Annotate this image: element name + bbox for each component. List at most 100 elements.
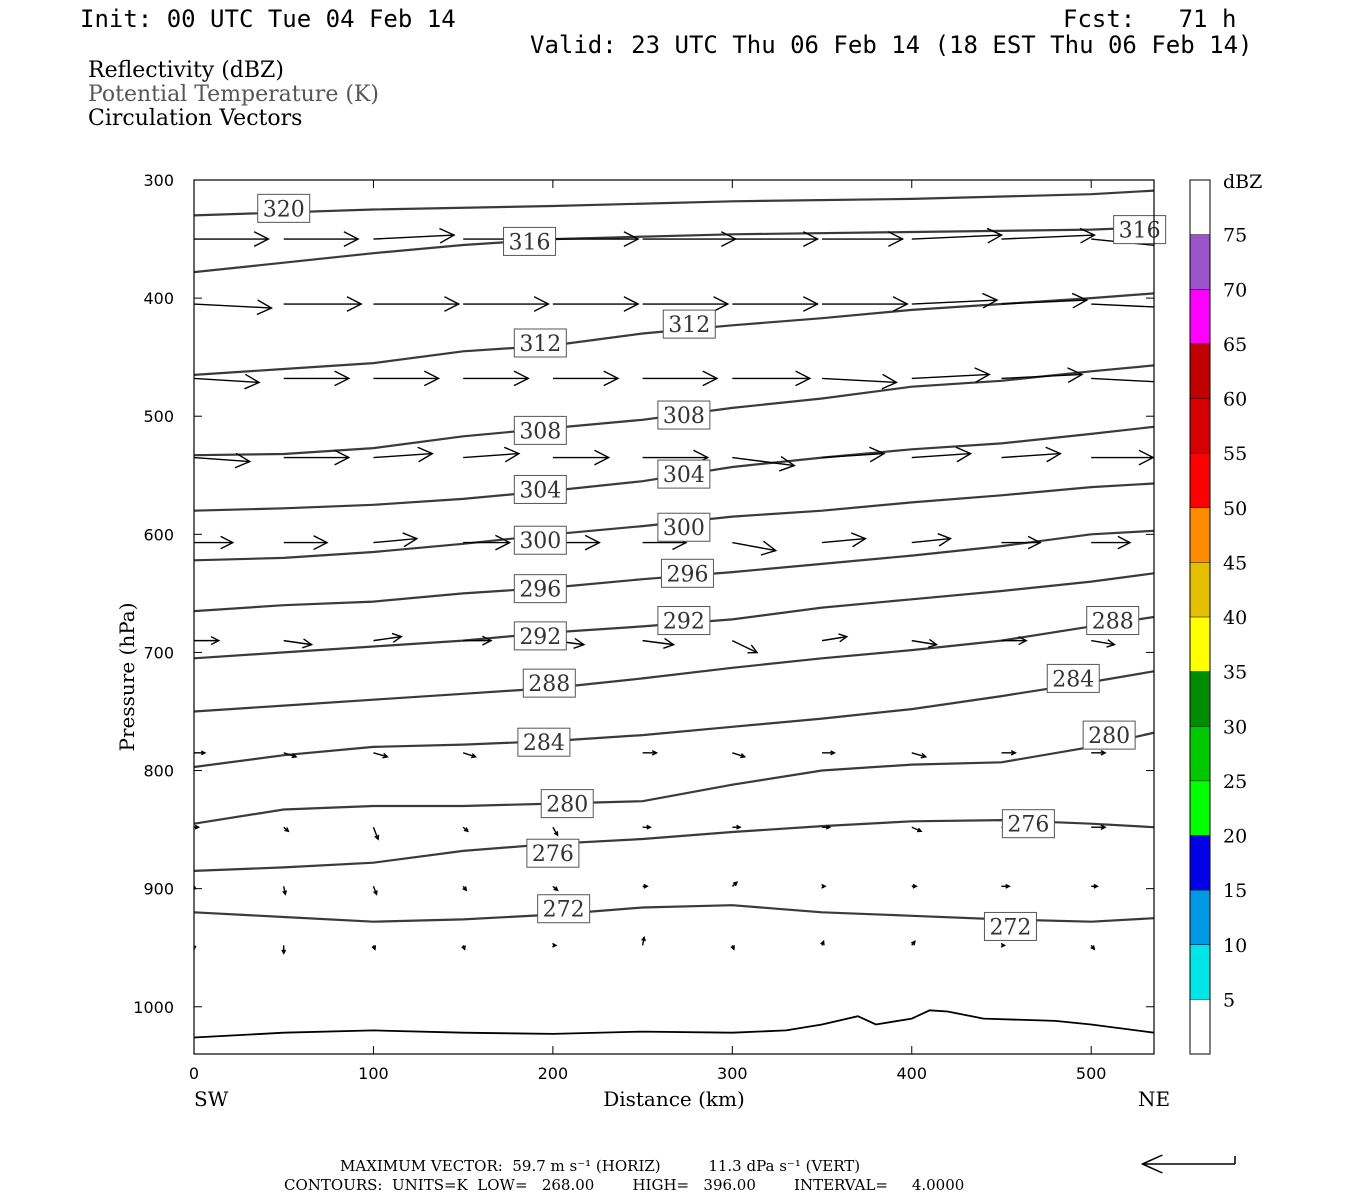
contour-label: 288 xyxy=(1092,610,1134,635)
contour-label: 276 xyxy=(532,842,574,867)
vector-arrow xyxy=(194,231,270,247)
vector-arrow xyxy=(910,940,916,946)
vector-arrow xyxy=(552,231,640,247)
vector-arrow xyxy=(820,939,825,946)
colorbar-label: 40 xyxy=(1223,607,1247,629)
vector-arrow xyxy=(1001,636,1028,646)
vector-arrow xyxy=(372,886,378,896)
vector-arrow xyxy=(463,296,550,312)
vector-arrow xyxy=(1001,749,1017,756)
contour-label: 312 xyxy=(519,332,561,357)
y-tick-label: 1000 xyxy=(133,998,174,1017)
vector-arrow xyxy=(911,292,999,309)
contour-label-box xyxy=(662,309,716,339)
vector-arrow xyxy=(552,370,620,387)
x-tick-label: 200 xyxy=(538,1064,569,1083)
contour-label-box xyxy=(657,459,711,489)
vector-arrow xyxy=(821,633,849,643)
colorbar-swatch xyxy=(1190,944,1210,1000)
vector-arrow xyxy=(283,449,351,466)
max-vector-info: MAXIMUM VECTOR: 59.7 m s⁻¹ (HORIZ) 11.3 … xyxy=(340,1157,861,1175)
contour-label-box xyxy=(657,606,711,636)
vector-arrow xyxy=(911,883,918,889)
vector-arrow xyxy=(373,532,419,548)
vector-arrow xyxy=(732,455,796,472)
vector-arrow xyxy=(1091,639,1116,648)
vector-arrow xyxy=(1001,446,1062,463)
vector-arrow xyxy=(1001,367,1084,383)
vector-arrow xyxy=(194,945,197,951)
colorbar-label: 25 xyxy=(1223,771,1247,793)
contour-label-box xyxy=(522,668,576,698)
colorbar-label: 55 xyxy=(1223,443,1247,465)
contour-label-box xyxy=(1086,606,1140,636)
colorbar-swatch xyxy=(1190,780,1210,836)
legend-theta: Potential Temperature (K) xyxy=(88,82,379,107)
contour-284 xyxy=(194,670,1154,769)
vector-arrow xyxy=(911,752,928,759)
colorbar-label: 5 xyxy=(1223,989,1235,1011)
colorbar-label: 30 xyxy=(1223,716,1247,738)
vector-arrow xyxy=(373,370,441,387)
contour-label-box xyxy=(1082,720,1136,750)
vector-arrow xyxy=(194,452,252,469)
contour-label-box xyxy=(1001,809,1055,839)
vector-arrow xyxy=(194,824,201,830)
contour-label: 320 xyxy=(263,197,305,222)
vector-arrow xyxy=(821,373,898,390)
vector-arrow xyxy=(821,883,827,889)
contour-label-box xyxy=(513,474,567,504)
vector-arrow xyxy=(552,885,559,892)
sw-label: SW xyxy=(194,1087,229,1111)
vector-arrow xyxy=(732,296,820,312)
contour-label: 296 xyxy=(519,578,561,603)
contour-info: CONTOURS: UNITS=K LOW= 268.00 HIGH= 396.… xyxy=(284,1176,965,1194)
vector-arrow xyxy=(1000,942,1007,948)
colorbar-label: 65 xyxy=(1223,334,1247,356)
colorbar-swatch xyxy=(1190,453,1210,508)
vector-arrow xyxy=(463,370,530,387)
vector-arrow xyxy=(1091,377,1154,389)
colorbar-swatch xyxy=(1190,398,1210,454)
vector-arrow xyxy=(1091,535,1132,550)
colorbar-label: 10 xyxy=(1223,935,1247,957)
vector-arrow xyxy=(283,231,360,247)
contour-316 xyxy=(194,226,1154,274)
colorbar-swatch xyxy=(1190,343,1210,399)
vector-arrow xyxy=(1091,883,1099,889)
contour-280 xyxy=(194,731,1154,825)
contour-label-box xyxy=(1113,215,1167,245)
vector-arrow xyxy=(552,942,558,948)
vector-arrow xyxy=(1001,292,1089,309)
axes: 300 400 500 600 700 800 900 1000 0 100 200 300 400 50… xyxy=(115,171,1170,1111)
contour-label-box xyxy=(503,226,557,256)
vector-arrow xyxy=(642,637,676,649)
vector-arrow xyxy=(732,639,759,654)
x-tick-label: 500 xyxy=(1076,1064,1107,1083)
colorbar-label: 60 xyxy=(1223,389,1247,411)
x-tick-label: 300 xyxy=(717,1064,748,1083)
vector-arrow xyxy=(821,532,867,548)
vector-arrow xyxy=(373,227,456,244)
vector-arrow xyxy=(194,636,221,646)
vector-arrow xyxy=(642,824,652,830)
contour-label: 296 xyxy=(666,562,708,587)
colorbar-label: 70 xyxy=(1223,279,1247,301)
contour-label: 304 xyxy=(663,463,705,488)
y-tick-label: 300 xyxy=(143,171,174,190)
valid-time: Valid: 23 UTC Thu 06 Feb 14 (18 EST Thu … xyxy=(530,31,1253,59)
vector-arrow xyxy=(732,824,742,830)
vector-arrow xyxy=(283,296,363,312)
colorbar-swatch xyxy=(1190,507,1210,563)
reference-vector xyxy=(1140,1154,1236,1174)
vector-arrow xyxy=(373,446,434,463)
colorbar-swatch xyxy=(1190,726,1210,781)
colorbar-swatch xyxy=(1190,890,1210,945)
contour-label-box xyxy=(1046,663,1100,693)
vector-arrow xyxy=(1001,227,1097,244)
terrain xyxy=(193,1009,1155,1039)
vector-arrow xyxy=(194,373,261,390)
contour-label: 300 xyxy=(519,529,561,554)
x-tick-label: 100 xyxy=(358,1064,389,1083)
